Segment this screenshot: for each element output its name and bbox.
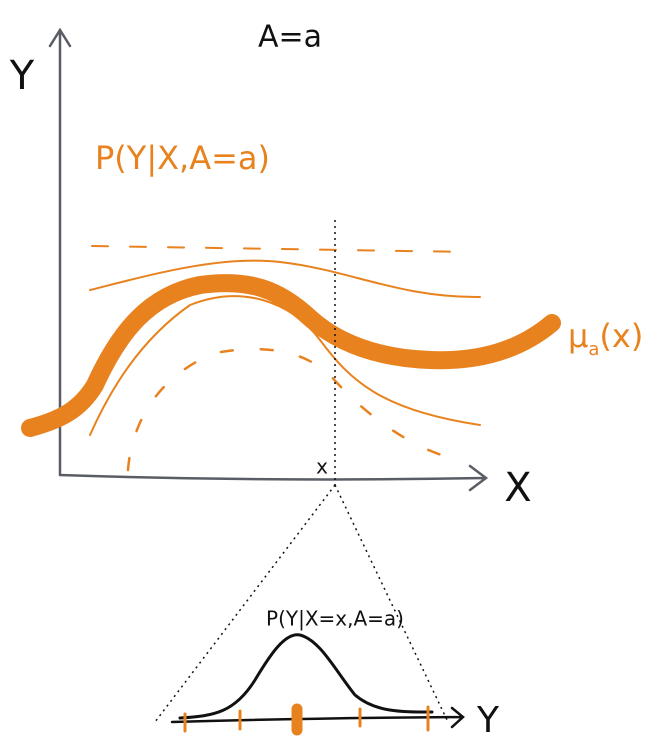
- inset-axis-label: Y: [476, 700, 500, 741]
- x-point-label: x: [316, 455, 328, 479]
- mean-argument: (x): [599, 317, 643, 355]
- mean-curve: [21, 274, 561, 437]
- inset-axis: [170, 706, 465, 729]
- mean-symbol: μ: [568, 317, 588, 355]
- inset-label: P(Y|X=x,A=a): [266, 607, 404, 631]
- inner-upper-band: [89, 259, 481, 299]
- x-axis-label: X: [504, 465, 531, 511]
- mean-subscript: a: [588, 339, 599, 360]
- x-axis: [58, 464, 489, 492]
- y-axis: [48, 27, 72, 477]
- title: A=a: [258, 20, 322, 55]
- inner-lower-band: [89, 295, 481, 436]
- inset-ticks: [183, 705, 430, 733]
- inset-density: [178, 633, 434, 720]
- mean-label: μa(x): [568, 317, 643, 360]
- y-axis-label: Y: [9, 53, 35, 99]
- outer-upper-band: [91, 245, 471, 253]
- zoom-lines: [154, 484, 449, 723]
- distribution-label: P(Y|X,A=a): [95, 139, 270, 177]
